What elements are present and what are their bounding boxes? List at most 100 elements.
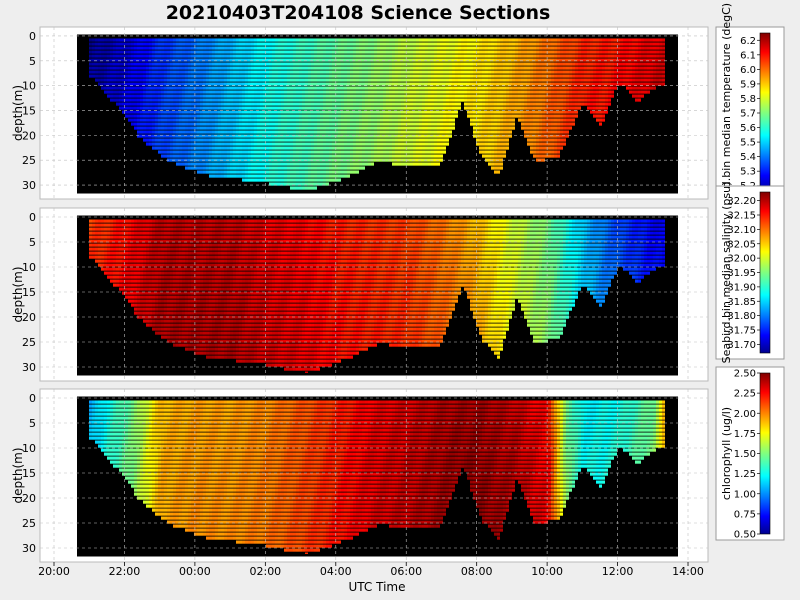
data-cell — [185, 94, 188, 98]
data-cell — [395, 50, 398, 54]
data-cell — [530, 146, 533, 150]
data-cell — [470, 106, 473, 110]
data-cell — [500, 126, 503, 130]
data-cell — [410, 46, 413, 50]
data-cell — [584, 78, 587, 82]
data-cell — [527, 58, 530, 62]
data-cell — [386, 78, 389, 82]
data-cell — [338, 150, 341, 154]
data-cell — [485, 114, 488, 118]
data-cell — [197, 98, 200, 102]
data-cell — [287, 90, 290, 94]
data-cell — [224, 74, 227, 78]
data-cell — [356, 46, 359, 50]
data-cell — [326, 62, 329, 66]
data-cell — [176, 78, 179, 82]
data-cell — [317, 110, 320, 114]
data-cell — [341, 146, 344, 150]
data-cell — [104, 62, 107, 66]
data-cell — [386, 146, 389, 150]
data-cell — [203, 94, 206, 98]
data-cell — [389, 154, 392, 158]
data-cell — [164, 94, 167, 98]
data-cell — [350, 138, 353, 142]
data-cell — [428, 162, 431, 166]
data-cell — [323, 142, 326, 146]
data-cell — [176, 142, 179, 146]
data-cell — [476, 70, 479, 74]
data-cell — [407, 106, 410, 110]
data-cell — [122, 78, 125, 82]
data-cell — [500, 86, 503, 90]
data-cell — [332, 62, 335, 66]
data-cell — [332, 70, 335, 74]
data-cell — [212, 122, 215, 126]
data-cell — [326, 150, 329, 154]
data-cell — [419, 114, 422, 118]
data-cell — [476, 46, 479, 50]
data-cell — [404, 130, 407, 134]
data-cell — [227, 126, 230, 130]
data-cell — [350, 142, 353, 146]
data-cell — [263, 150, 266, 154]
data-cell — [92, 66, 95, 70]
data-cell — [374, 102, 377, 106]
data-cell — [386, 94, 389, 98]
data-cell — [581, 86, 584, 90]
data-cell — [152, 98, 155, 102]
data-cell — [242, 78, 245, 82]
data-cell — [518, 82, 521, 86]
data-cell — [149, 142, 152, 146]
data-cell — [332, 46, 335, 50]
data-cell — [578, 70, 581, 74]
data-cell — [89, 58, 92, 62]
data-cell — [314, 118, 317, 122]
data-cell — [302, 106, 305, 110]
data-cell — [473, 122, 476, 126]
data-cell — [443, 130, 446, 134]
data-cell — [170, 70, 173, 74]
data-cell — [518, 98, 521, 102]
data-cell — [365, 46, 368, 50]
data-cell — [338, 122, 341, 126]
data-cell — [575, 106, 578, 110]
data-cell — [266, 146, 269, 150]
data-cell — [560, 58, 563, 62]
data-cell — [305, 162, 308, 166]
data-cell — [224, 138, 227, 142]
data-cell — [389, 54, 392, 58]
data-cell — [161, 94, 164, 98]
data-cell — [428, 58, 431, 62]
data-cell — [308, 162, 311, 166]
data-cell — [278, 134, 281, 138]
data-cell — [437, 118, 440, 122]
data-cell — [185, 122, 188, 126]
data-cell — [446, 86, 449, 90]
data-cell — [392, 158, 395, 162]
data-cell — [485, 154, 488, 158]
data-cell — [218, 50, 221, 54]
data-cell — [443, 122, 446, 126]
data-cell — [110, 38, 113, 42]
data-cell — [401, 130, 404, 134]
data-cell — [494, 114, 497, 118]
data-cell — [386, 118, 389, 122]
data-cell — [419, 98, 422, 102]
data-cell — [107, 58, 110, 62]
data-cell — [326, 46, 329, 50]
data-cell — [254, 150, 257, 154]
data-cell — [305, 94, 308, 98]
data-cell — [167, 118, 170, 122]
data-cell — [491, 82, 494, 86]
data-cell — [491, 150, 494, 154]
data-cell — [164, 54, 167, 58]
data-cell — [143, 50, 146, 54]
data-cell — [359, 118, 362, 122]
data-cell — [527, 122, 530, 126]
data-cell — [410, 134, 413, 138]
data-cell — [428, 158, 431, 162]
data-cell — [356, 138, 359, 142]
data-cell — [287, 74, 290, 78]
data-cell — [299, 42, 302, 46]
data-cell — [161, 38, 164, 42]
